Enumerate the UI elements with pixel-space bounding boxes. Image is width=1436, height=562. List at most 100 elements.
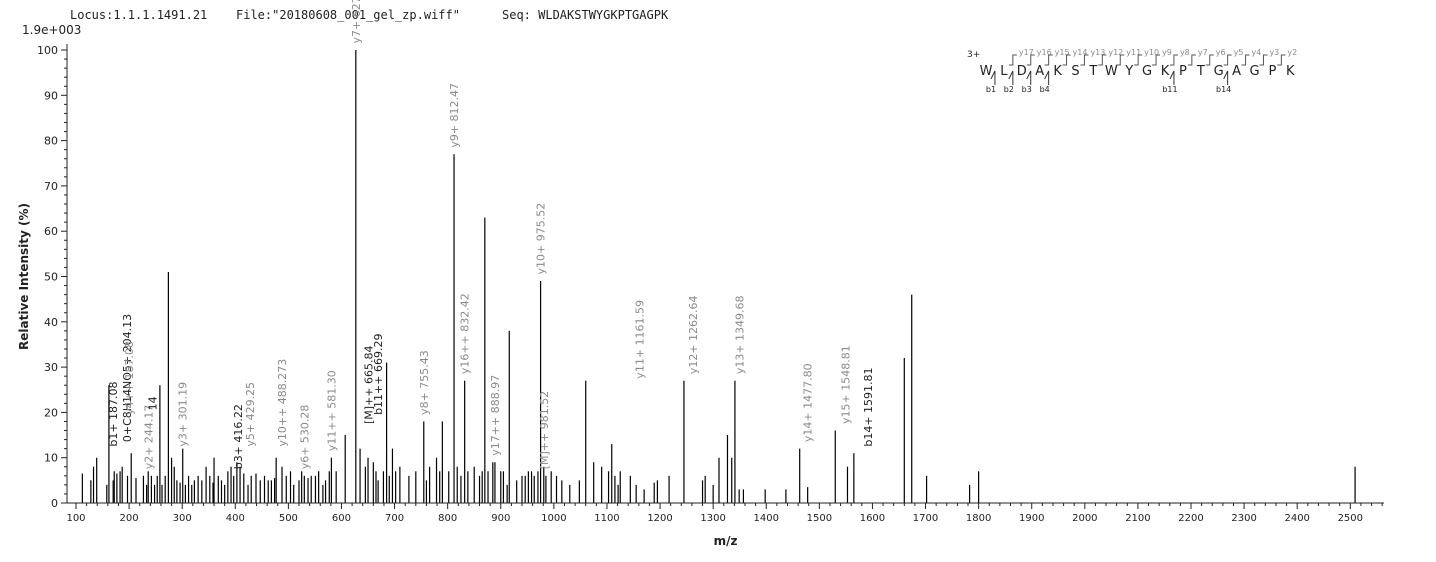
sequence-residue: T — [1088, 64, 1097, 79]
x-tick-label: 1400 — [754, 513, 779, 524]
peak-label: y11+ 1161.59 — [633, 300, 646, 379]
b-ion-label: b2 — [1004, 85, 1014, 94]
sequence-residue: W — [980, 64, 993, 79]
x-axis-title: m/z — [714, 534, 738, 548]
y-ion-bracket — [1223, 54, 1232, 66]
x-tick-label: 1700 — [913, 513, 938, 524]
peak-label: b1+ 187.08 — [107, 381, 120, 446]
y-ticks-layer: 0 10 20 30 40 50 60 70 80 90 100 — [37, 44, 67, 510]
x-ticks-layer: 100 200 300 400 500 600 700 800 900 1000 1100 1200 1… — [66, 503, 1383, 524]
b-ion-bracket — [990, 70, 996, 85]
peak-label: y6+ 530.28 — [298, 405, 311, 470]
y-ion-label: y17 — [1019, 48, 1034, 57]
y-axis-title: Relative Intensity (%) — [17, 203, 31, 350]
y-tick-label: 80 — [44, 135, 58, 148]
b-ion-bracket — [1044, 70, 1050, 85]
peak-label: y12+ 1262.64 — [687, 295, 700, 374]
x-tick-label: 1800 — [966, 513, 991, 524]
y-ion-label: y12 — [1108, 48, 1123, 57]
y-ion-label: y16 — [1037, 48, 1052, 57]
y-ion-bracket — [1187, 54, 1196, 66]
x-tick-label: 1100 — [594, 513, 619, 524]
peak-label: 14 — [146, 396, 159, 410]
peak-label: y10+ 975.52 — [535, 203, 548, 275]
sequence-residue: K — [1053, 64, 1062, 79]
sequence-residue: D — [1017, 64, 1027, 79]
y-tick-label: 30 — [44, 361, 58, 374]
x-tick-label: 2100 — [1125, 513, 1150, 524]
y-ion-bracket — [1241, 54, 1250, 66]
b-ion-bracket — [1026, 70, 1032, 85]
y-ion-bracket — [1044, 54, 1053, 66]
sequence-residue: W — [1105, 64, 1118, 79]
b-ion-label: b11 — [1162, 85, 1177, 94]
y-ion-bracket — [1169, 54, 1178, 66]
sequence-residue: G — [1249, 64, 1259, 79]
x-tick-label: 500 — [279, 513, 298, 524]
x-tick-label: 2400 — [1284, 513, 1309, 524]
y-ion-bracket — [1134, 54, 1143, 66]
y-ion-label: y14 — [1073, 48, 1088, 57]
sequence-residue: Y — [1124, 64, 1133, 79]
peak-label: [M]++ 665.84 — [363, 345, 376, 424]
b-ion-bracket — [1008, 70, 1014, 85]
peak-label: 0+C8H14NO5+ 204.13 — [121, 314, 134, 442]
y-ion-bracket — [1259, 54, 1268, 66]
y-ion-label: y10 — [1144, 48, 1159, 57]
peak-label: y11++ 581.30 — [325, 370, 338, 451]
peak-label: y3+ 301.19 — [177, 382, 190, 447]
y-ion-label: y11 — [1126, 48, 1141, 57]
y-tick-label: 60 — [44, 225, 58, 238]
y-tick-label: 0 — [51, 497, 58, 510]
peak-label: y9+ 812.47 — [448, 83, 461, 148]
sequence-residue: A — [1232, 64, 1241, 79]
y-tick-label: 20 — [44, 406, 58, 419]
x-tick-label: 1200 — [647, 513, 672, 524]
sequence-residue: P — [1179, 64, 1187, 79]
x-tick-label: 400 — [226, 513, 245, 524]
b-ion-label: b1 — [986, 85, 996, 94]
sequence-label: Seq: WLDAKSTWYGKPTGAGPK — [502, 8, 669, 22]
peak-label: b11++ 669.29 — [372, 334, 385, 415]
peak-label: y8+ 755.43 — [418, 350, 431, 415]
sequence-residue: S — [1071, 64, 1079, 79]
x-tick-label: 1000 — [541, 513, 566, 524]
x-tick-label: 200 — [120, 513, 139, 524]
x-tick-label: 2500 — [1338, 513, 1363, 524]
peak-label: [M]++ 981.52 — [538, 391, 551, 470]
peak-label: b14+ 1591.81 — [862, 367, 875, 446]
sequence-residue: P — [1268, 64, 1276, 79]
y-ion-label: y5 — [1234, 48, 1244, 57]
x-tick-label: 900 — [491, 513, 510, 524]
y-ion-bracket — [1205, 54, 1214, 66]
sequence-residue: T — [1196, 64, 1205, 79]
x-tick-label: 700 — [385, 513, 404, 524]
y-tick-label: 90 — [44, 89, 58, 102]
x-tick-label: 300 — [173, 513, 192, 524]
y-ion-label: y7 — [1198, 48, 1208, 57]
x-tick-label: 600 — [332, 513, 351, 524]
y-tick-label: 10 — [44, 452, 58, 465]
y-tick-label: 100 — [37, 44, 58, 57]
y-ion-label: y9 — [1162, 48, 1172, 57]
locus-label: Locus:1.1.1.1491.21 — [70, 8, 208, 22]
y-ion-label: y15 — [1055, 48, 1070, 57]
x-tick-label: 1300 — [700, 513, 725, 524]
b-ion-label: b4 — [1040, 85, 1050, 94]
b-ion-label: b14 — [1216, 85, 1231, 94]
y-tick-label: 70 — [44, 180, 58, 193]
axes-layer — [66, 44, 1384, 504]
y-tick-label: 50 — [44, 271, 58, 284]
sequence-residue: K — [1286, 64, 1295, 79]
peak-label: y17++ 888.97 — [489, 375, 502, 456]
peak-label: y7+ 627.36 — [350, 0, 363, 43]
b-ion-bracket — [1223, 70, 1229, 85]
sequence-residue: A — [1035, 64, 1044, 79]
x-tick-label: 2000 — [1072, 513, 1097, 524]
charge-state-label: 3+ — [967, 50, 980, 60]
peak-label: y2+ 244.17 — [143, 405, 156, 470]
y-tick-label: 40 — [44, 316, 58, 329]
